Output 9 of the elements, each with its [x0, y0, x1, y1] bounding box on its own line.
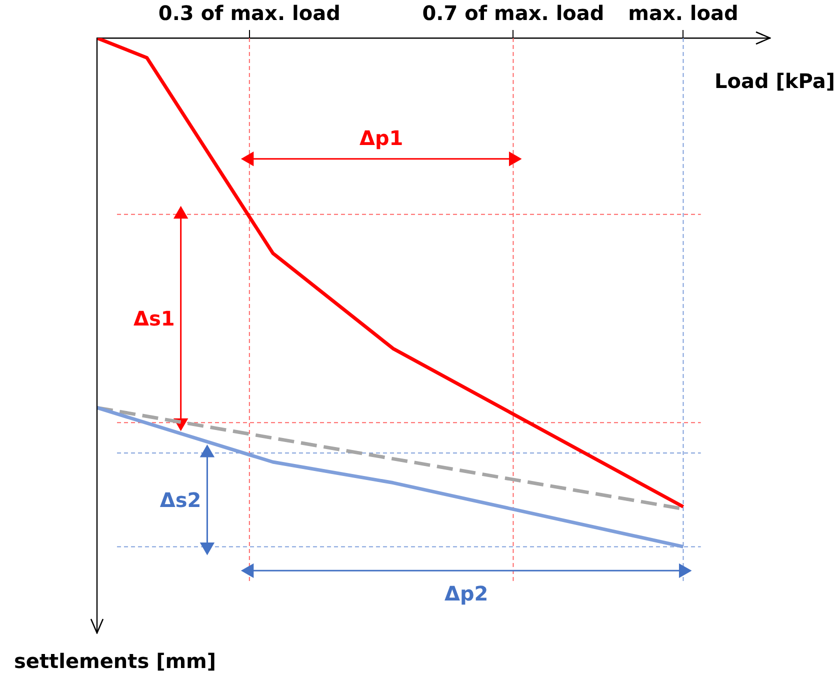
x-tick-label: 0.7 of max. load	[422, 1, 604, 26]
x-tick-label: 0.3 of max. load	[158, 1, 340, 26]
series-label: Δp2	[444, 582, 488, 606]
x-axis-title: Load [kPa]	[714, 69, 835, 93]
series-label: Δs1	[134, 306, 175, 330]
text: settlements [mm]	[14, 649, 216, 673]
series-label: Δs2	[160, 488, 202, 512]
x-tick-label: max. load	[628, 1, 738, 26]
series-label: Δp1	[359, 126, 404, 150]
